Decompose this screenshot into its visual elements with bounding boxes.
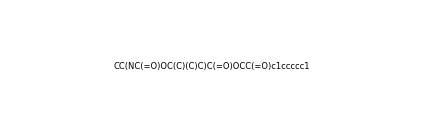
Text: CC(NC(=O)OC(C)(C)C)C(=O)OCC(=O)c1ccccc1: CC(NC(=O)OC(C)(C)C)C(=O)OCC(=O)c1ccccc1 [114,62,310,72]
